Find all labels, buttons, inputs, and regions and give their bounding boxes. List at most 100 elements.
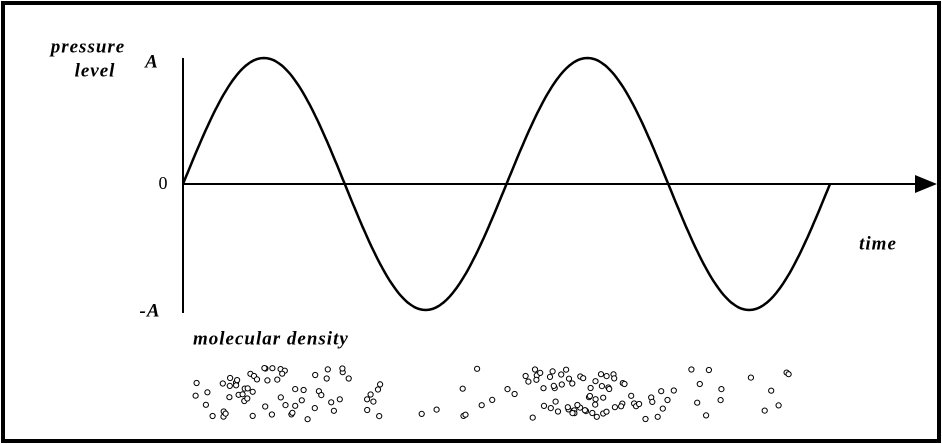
molecule: [537, 369, 544, 376]
molecule: [611, 375, 618, 382]
molecule: [264, 377, 271, 384]
molecule: [705, 366, 713, 374]
molecule: [374, 386, 382, 393]
molecule: [364, 406, 371, 414]
molecule: [703, 412, 710, 419]
molecule: [593, 413, 600, 420]
x-axis-arrow: [915, 175, 937, 193]
molecule: [581, 407, 589, 414]
molecule: [233, 382, 240, 389]
molecule: [339, 365, 346, 372]
molecule: [592, 396, 599, 403]
molecule: [525, 378, 532, 385]
molecule: [636, 400, 643, 408]
molecule: [462, 411, 469, 418]
molecule: [249, 412, 256, 419]
molecule: [718, 386, 725, 393]
molecule: [586, 392, 594, 400]
molecule: [747, 374, 755, 381]
molecule: [529, 414, 536, 421]
molecule: [367, 391, 374, 398]
molecule: [279, 370, 286, 377]
molecule: [226, 394, 233, 401]
y-tick-label: A: [144, 51, 159, 72]
molecule: [592, 378, 599, 385]
molecule: [642, 415, 649, 423]
molecule: [574, 401, 581, 409]
molecule: [336, 396, 343, 403]
molecule: [474, 365, 481, 372]
molecule: [558, 371, 565, 378]
molecule: [268, 411, 275, 418]
molecule: [785, 371, 792, 378]
molecule: [377, 381, 384, 388]
molecule: [489, 396, 496, 403]
molecule: [618, 403, 625, 410]
molecule: [540, 385, 547, 392]
molecule: [628, 392, 635, 399]
molecule: [511, 390, 518, 398]
molecule: [603, 408, 610, 415]
molecule: [253, 376, 261, 383]
molecule: [304, 416, 311, 423]
molecule: [219, 380, 226, 387]
molecule: [209, 412, 216, 420]
molecule: [522, 372, 529, 380]
molecule: [376, 413, 383, 420]
molecule: [552, 398, 559, 405]
molecule: [504, 386, 511, 393]
molecule: [192, 392, 199, 399]
molecule: [761, 407, 768, 414]
molecule: [603, 373, 610, 380]
molecule: [244, 385, 251, 392]
molecule: [598, 383, 606, 390]
molecule: [364, 396, 371, 403]
molecule: [563, 366, 570, 373]
molecule: [222, 410, 229, 417]
molecule: [234, 377, 241, 384]
molecule: [664, 396, 671, 404]
molecule: [277, 394, 284, 401]
molecule: [554, 408, 562, 415]
molecules: [192, 365, 792, 423]
molecule: [621, 380, 628, 388]
molecule: [193, 379, 200, 387]
molecule: [592, 401, 599, 408]
molecule: [282, 402, 289, 409]
molecule: [565, 375, 573, 382]
molecule: [298, 397, 305, 404]
molecule: [694, 399, 701, 406]
molecule: [289, 409, 296, 416]
pressure-wave: [181, 56, 832, 312]
molecule: [478, 402, 485, 409]
y-tick-label: -A: [140, 300, 161, 321]
molecule: [600, 394, 607, 401]
molecule: [659, 405, 666, 412]
molecule: [580, 375, 587, 382]
molecule: [261, 365, 268, 372]
molecule: [670, 387, 677, 394]
molecule: [227, 374, 234, 382]
molecule: [654, 413, 661, 420]
molecule: [564, 404, 571, 411]
molecule: [558, 381, 565, 388]
molecule: [533, 376, 540, 383]
molecule: [292, 386, 299, 393]
molecule: [244, 395, 251, 402]
molecule: [204, 389, 211, 396]
molecule: [324, 366, 331, 373]
molecule: [370, 398, 377, 405]
molecule: [328, 399, 335, 406]
molecule: [597, 371, 605, 378]
molecule: [330, 407, 337, 414]
molecule: [323, 375, 330, 382]
molecule: [549, 368, 556, 375]
y-tick-label: 0: [159, 173, 168, 193]
molecule: [318, 392, 325, 399]
molecule: [312, 371, 319, 379]
molecule: [239, 391, 246, 398]
molecule: [226, 382, 233, 389]
molecule: [292, 402, 299, 409]
